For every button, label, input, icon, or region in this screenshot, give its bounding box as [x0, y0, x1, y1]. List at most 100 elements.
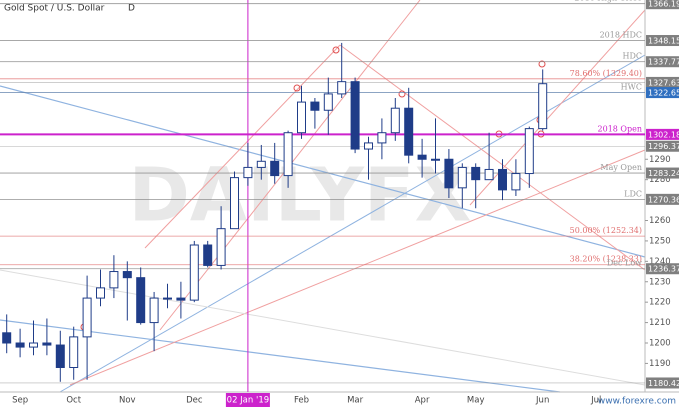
y-tick-label: 1280 [649, 175, 671, 185]
candle-body [149, 297, 159, 324]
x-tick-label: Dec [186, 396, 203, 406]
candle-body [243, 166, 253, 179]
x-tick-label: Nov [119, 396, 136, 406]
pivot-marker [538, 60, 546, 68]
price-label: 1296.37 [648, 142, 679, 151]
y-tick-label: 1250 [649, 236, 671, 246]
x-tick-label: Jun [535, 396, 549, 406]
level-annotation: 2018 HDC [600, 31, 642, 40]
candle-body [457, 166, 467, 189]
candle-body [511, 173, 521, 191]
y-tick-label: 1190 [649, 359, 671, 369]
candle-body [96, 287, 105, 299]
x-tick-label: Sep [12, 396, 28, 406]
y-tick-label: 1290 [649, 155, 671, 165]
candle-body [283, 132, 293, 177]
pivot-marker [398, 90, 406, 98]
price-label: 1337.77 [648, 58, 679, 67]
candle-body [163, 297, 172, 300]
price-label-box [646, 193, 679, 205]
interval: D [128, 4, 135, 14]
price-label-box [646, 377, 679, 389]
level-annotation: Dec Low [607, 259, 642, 268]
candle-body [55, 344, 65, 368]
date-marker-box [225, 393, 270, 407]
candle-body [203, 244, 213, 266]
level-annotation: 38.20% (1238.33) [570, 255, 642, 264]
y-tick-label: 1200 [649, 339, 671, 349]
y-tick-label: 1220 [649, 298, 671, 308]
price-label-box [646, 128, 679, 140]
trendline [59, 54, 646, 393]
candle-body [270, 160, 280, 177]
chart-title: Gold Spot / U.S. Dollar [4, 4, 105, 14]
x-tick-label: May [467, 396, 485, 406]
price-label-box [646, 56, 679, 68]
level-annotation: LDC [624, 189, 642, 198]
price-label-box [646, 87, 679, 99]
pivot-marker [332, 46, 340, 54]
candle-body [364, 142, 373, 150]
candle-body [216, 228, 226, 266]
price-label-box [646, 263, 679, 275]
price-label: 1366.19 [648, 0, 679, 9]
candle-body [417, 154, 427, 160]
candle-body [310, 101, 320, 111]
y-tick-label: 1240 [649, 257, 671, 267]
x-tick-label: 02 Jan '19 [227, 396, 269, 406]
candle-body [256, 160, 266, 168]
candle-body [390, 107, 400, 134]
trendline [0, 85, 646, 258]
candle-body [431, 158, 440, 161]
price-label-box [646, 76, 679, 88]
level-annotation: May Open [600, 163, 642, 172]
candle-body [498, 168, 507, 191]
trendline [69, 149, 646, 386]
price-label: 1327.63 [648, 78, 679, 87]
price-label: 1270.36 [648, 195, 679, 204]
level-annotation: 2018 Open [598, 124, 642, 133]
candle-body [2, 332, 12, 344]
price-label: 1322.65 [648, 89, 679, 98]
candle-body [189, 244, 199, 301]
candle-body [377, 132, 387, 144]
candle-body [297, 101, 306, 134]
y-tick-label: 1210 [649, 318, 671, 328]
candle-body [323, 93, 333, 111]
price-label: 1348.15 [648, 37, 679, 46]
candle-body [82, 297, 92, 338]
candle-body [15, 342, 25, 348]
candle-body [109, 271, 119, 289]
candle-body [69, 336, 79, 368]
price-label-box [646, 0, 679, 10]
candle-body [471, 166, 481, 181]
candle-body [42, 342, 52, 346]
candle-body [176, 297, 186, 301]
price-label-box [646, 167, 679, 179]
candle-body [337, 81, 347, 95]
x-tick-label: Apr [415, 396, 430, 406]
candle-body [136, 277, 146, 324]
price-label-box [646, 35, 679, 47]
price-label: 1302.18 [648, 130, 679, 139]
level-annotation: HDC [622, 52, 642, 61]
x-tick-label: Jul [590, 396, 601, 406]
candle-body [524, 128, 534, 175]
candle-body [29, 342, 38, 348]
candle-body [538, 83, 548, 130]
pivot-marker [293, 84, 301, 92]
price-label: 1236.37 [648, 265, 679, 274]
candle-body [350, 81, 360, 150]
y-tick-label: 1260 [649, 216, 671, 226]
candle-body [484, 168, 494, 181]
level-annotation: 2016 High Close [574, 0, 642, 3]
level-annotation: 78.60% (1329.40) [570, 69, 642, 78]
level-annotation: 50.00% (1252.34) [570, 226, 642, 235]
price-label-box [646, 140, 679, 152]
y-tick-label: 1230 [649, 277, 671, 287]
candle-body [230, 177, 239, 230]
candle-body [444, 158, 454, 189]
price-label: 1283.24 [648, 169, 679, 178]
